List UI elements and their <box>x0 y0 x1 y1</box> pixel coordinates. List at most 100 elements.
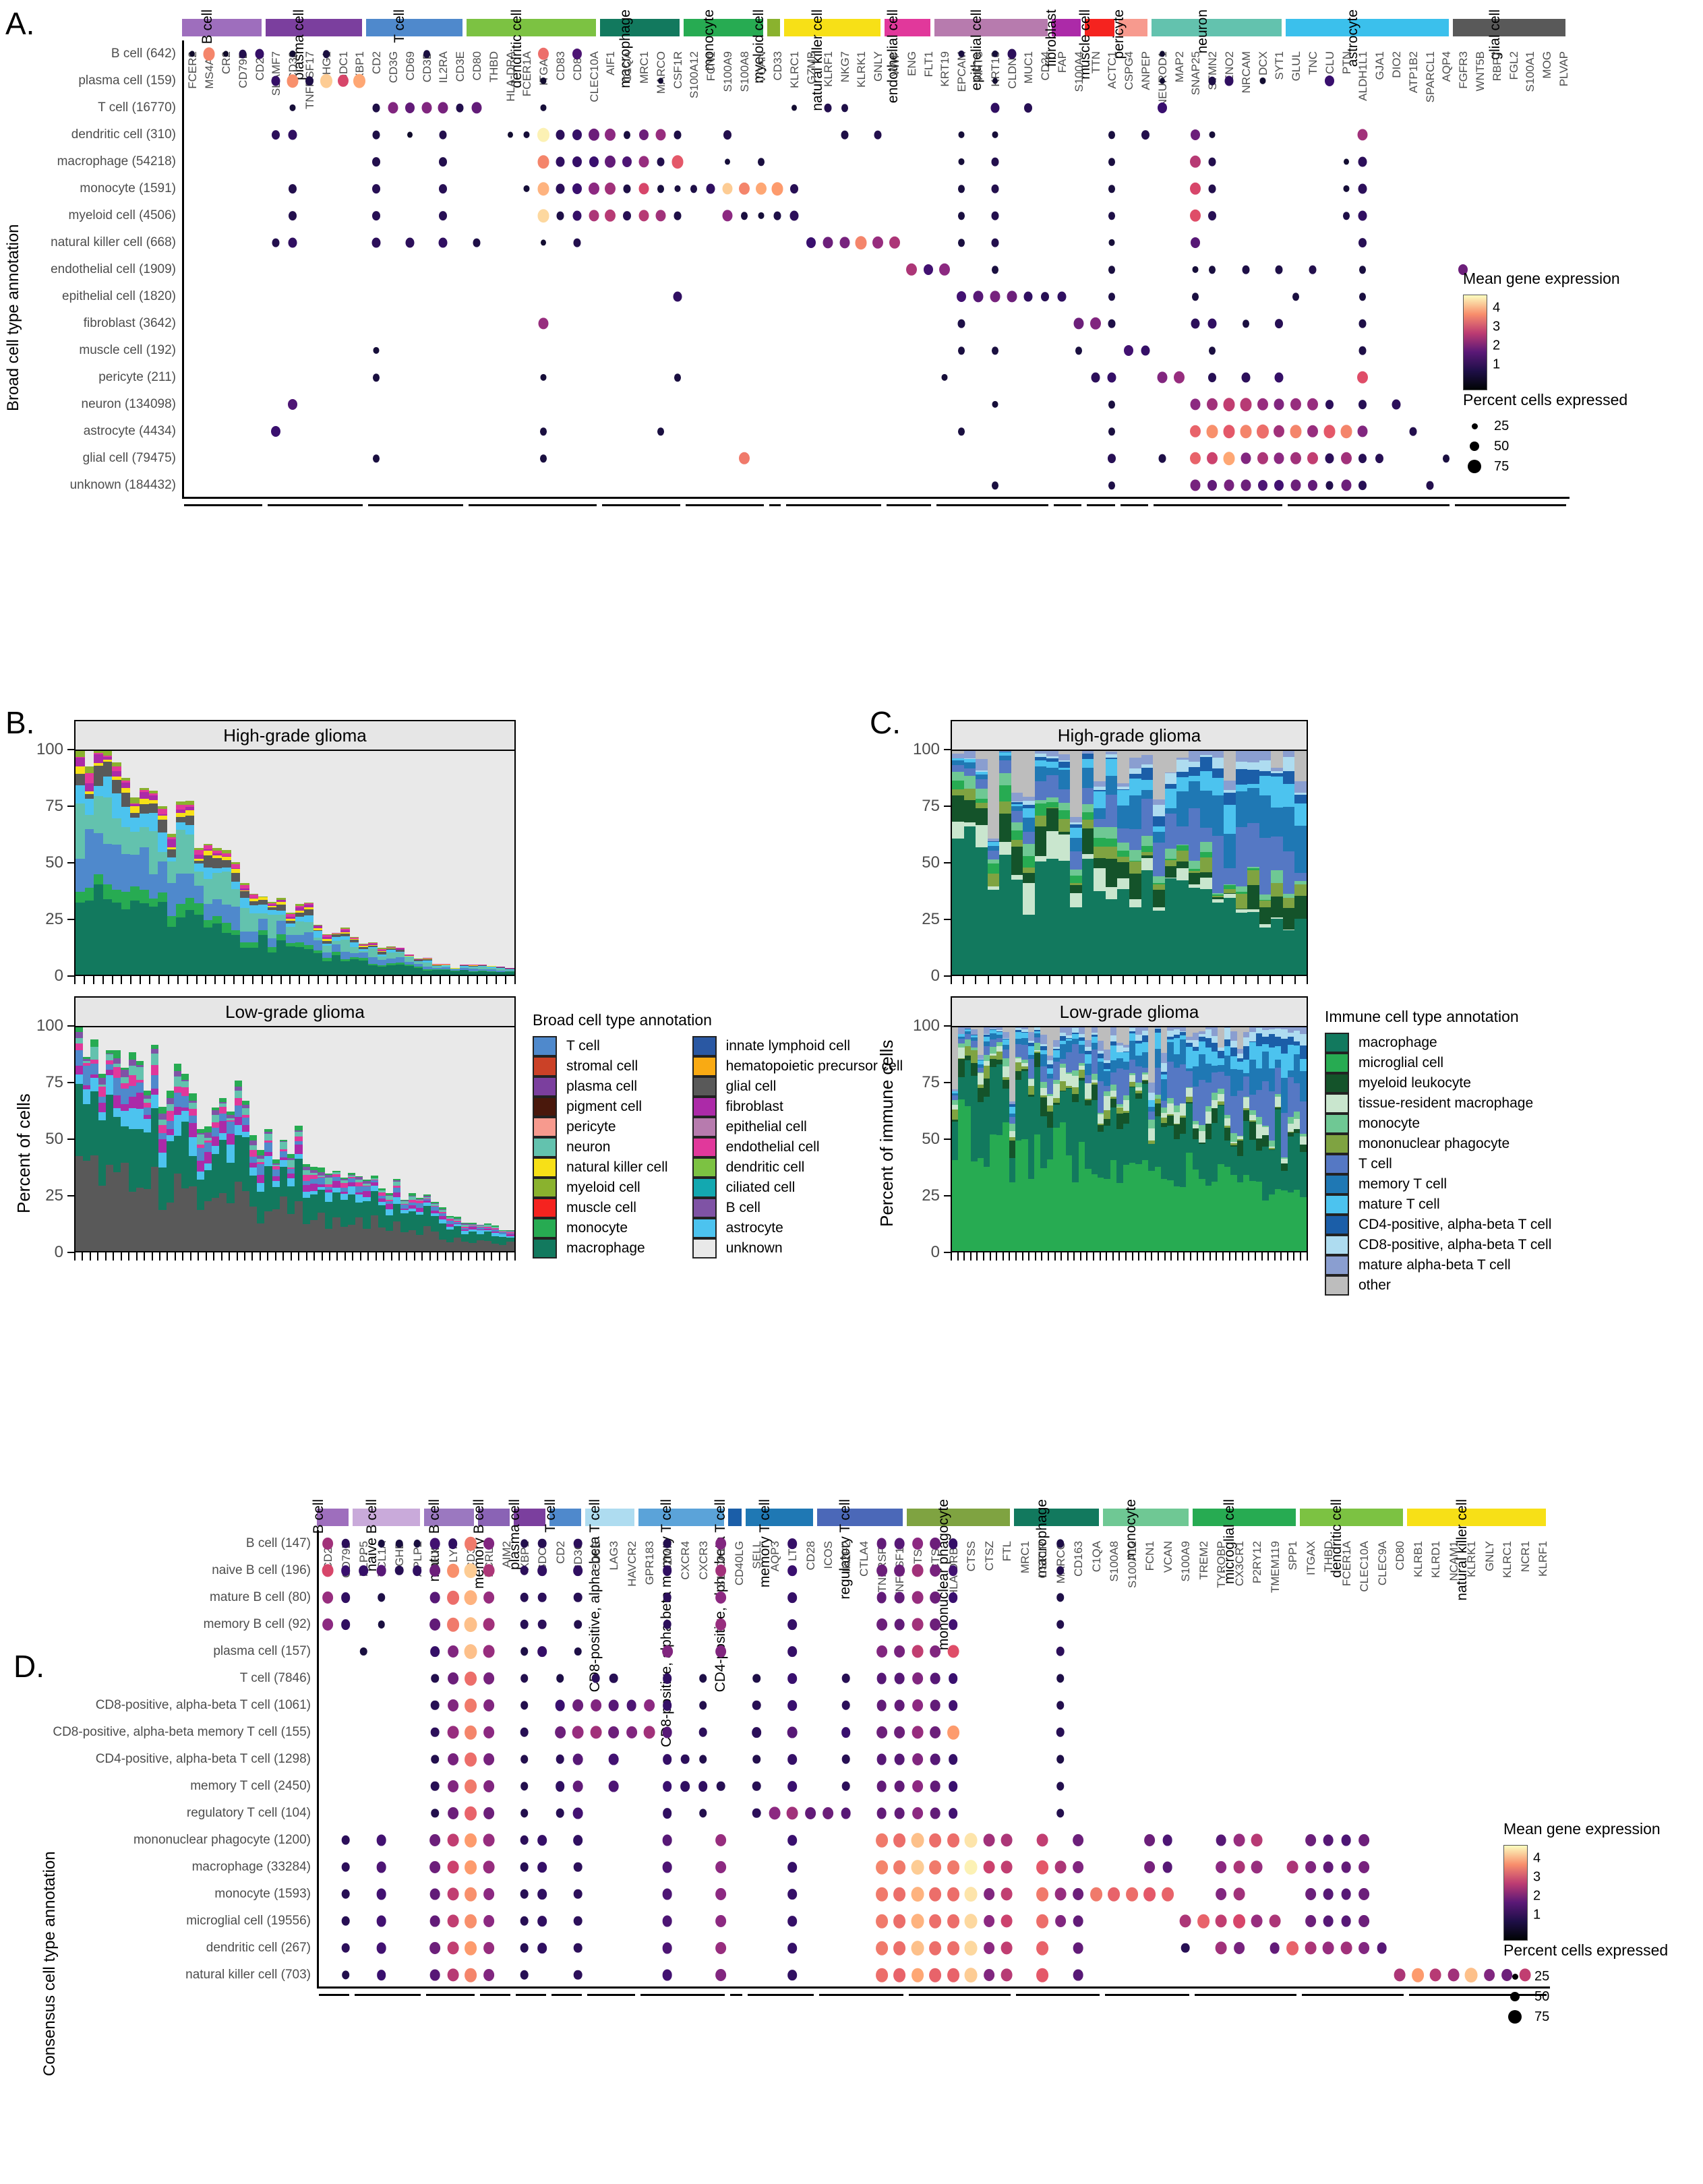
dotplot-dot <box>1290 452 1302 465</box>
stacked-bar <box>143 1027 152 1251</box>
bar-segment <box>264 1027 272 1130</box>
bar-segment <box>309 1178 318 1184</box>
dotplot-dot <box>1000 1941 1013 1955</box>
stacked-bar <box>459 751 469 975</box>
bar-segment <box>148 906 158 975</box>
bar-segment <box>151 1108 159 1167</box>
facet-title: Low-grade glioma <box>952 998 1307 1027</box>
bar-segment <box>477 967 487 969</box>
bar-segment <box>1110 1060 1117 1073</box>
dotplot-dot <box>929 1833 942 1848</box>
panel-d-percent-legend: Percent cells expressed 25 50 75 <box>1503 1941 1668 2027</box>
bar-segment <box>212 850 222 854</box>
dotplot-dot <box>446 1590 459 1605</box>
bar-segment <box>999 772 1011 785</box>
bar-segment <box>385 1201 394 1205</box>
bar-segment <box>276 751 286 898</box>
bar-segment <box>1110 1108 1117 1160</box>
bar-segment <box>1236 1048 1243 1054</box>
bar-segment <box>1046 1079 1054 1095</box>
bar-segment <box>158 861 167 892</box>
bar-segment <box>1271 776 1283 808</box>
dotplot-gene-label: S100A12 <box>1125 1541 1139 1588</box>
dotplot-dot <box>1157 371 1168 384</box>
bar-segment <box>1040 1066 1047 1083</box>
bar-segment <box>377 959 387 965</box>
legend-swatch <box>533 1117 557 1137</box>
dotplot-dot <box>439 157 448 166</box>
dotplot-dot <box>1257 479 1267 491</box>
bar-segment <box>212 751 222 849</box>
bar-segment <box>158 851 167 862</box>
stacked-bar <box>211 1027 220 1251</box>
bar-segment <box>285 943 295 946</box>
dotplot-dot <box>1274 398 1284 411</box>
bar-segment <box>1235 791 1248 827</box>
bar-segment <box>506 1232 514 1234</box>
bar-segment <box>1249 1060 1256 1095</box>
bar-segment <box>1259 927 1272 975</box>
bar-segment <box>964 1031 972 1034</box>
bar-segment <box>309 1027 318 1167</box>
dotplot-dot <box>1358 1860 1370 1874</box>
dotplot-dot <box>1056 1701 1065 1710</box>
bar-segment <box>438 1216 446 1220</box>
bar-segment <box>1011 811 1023 822</box>
bar-segment <box>431 970 442 975</box>
bar-segment <box>990 1028 996 1030</box>
bar-segment <box>1094 781 1106 787</box>
bar-segment <box>469 1223 477 1225</box>
category-color-bar <box>906 1509 1010 1526</box>
bar-segment <box>355 1182 363 1187</box>
dotplot-dot <box>991 238 999 247</box>
bar-segment <box>1186 1087 1193 1089</box>
bar-segment <box>249 1156 258 1163</box>
legend-swatch <box>1325 1053 1349 1073</box>
bar-segment <box>431 963 442 965</box>
dotplot-dot <box>948 1565 958 1576</box>
bar-segment <box>1046 858 1058 975</box>
dotplot-dot <box>930 1780 940 1792</box>
dotplot-dot <box>905 263 917 276</box>
stacked-bar <box>1192 1027 1199 1251</box>
bar-segment <box>1294 1041 1301 1046</box>
bar-segment <box>1282 908 1295 930</box>
bar-segment <box>1129 1040 1136 1060</box>
bar-segment <box>1281 1163 1288 1172</box>
legend-swatch <box>1325 1114 1349 1134</box>
bar-segment <box>1085 1047 1092 1052</box>
dotplot-dot <box>663 1538 672 1549</box>
dotplot-dot <box>706 183 715 194</box>
bar-segment <box>368 948 378 957</box>
bar-segment <box>1287 1032 1294 1037</box>
dotplot-dot <box>947 1725 959 1740</box>
bar-segment <box>1153 799 1165 805</box>
dotplot-dot <box>540 454 547 462</box>
bar-segment <box>1176 845 1189 851</box>
bar-segment <box>1105 775 1118 795</box>
legend-item: astrocyte <box>692 1218 903 1238</box>
bar-segment <box>219 1120 227 1133</box>
bar-segment <box>121 806 131 827</box>
bar-segment <box>461 1234 469 1242</box>
bar-segment <box>241 1190 250 1251</box>
percent-legend-row: 50 <box>1463 436 1627 456</box>
dotplot-dot <box>912 1537 923 1550</box>
bar-segment <box>185 804 195 807</box>
bar-segment <box>386 946 396 947</box>
bar-segment <box>1268 1148 1275 1149</box>
bar-segment <box>1205 1124 1212 1140</box>
bar-segment <box>211 1145 220 1154</box>
dotplot-dot <box>483 1537 494 1550</box>
bar-segment <box>476 1230 484 1234</box>
bar-segment <box>309 1173 318 1175</box>
bar-segment <box>166 1141 174 1203</box>
bar-segment <box>377 954 387 957</box>
dotplot-dot <box>657 157 665 166</box>
dotplot-dot <box>572 1780 583 1792</box>
bar-segment <box>1135 1083 1142 1088</box>
dotplot-dot <box>690 185 698 193</box>
bar-segment <box>76 758 85 767</box>
bar-segment <box>257 1161 265 1165</box>
bar-segment <box>1176 791 1189 827</box>
